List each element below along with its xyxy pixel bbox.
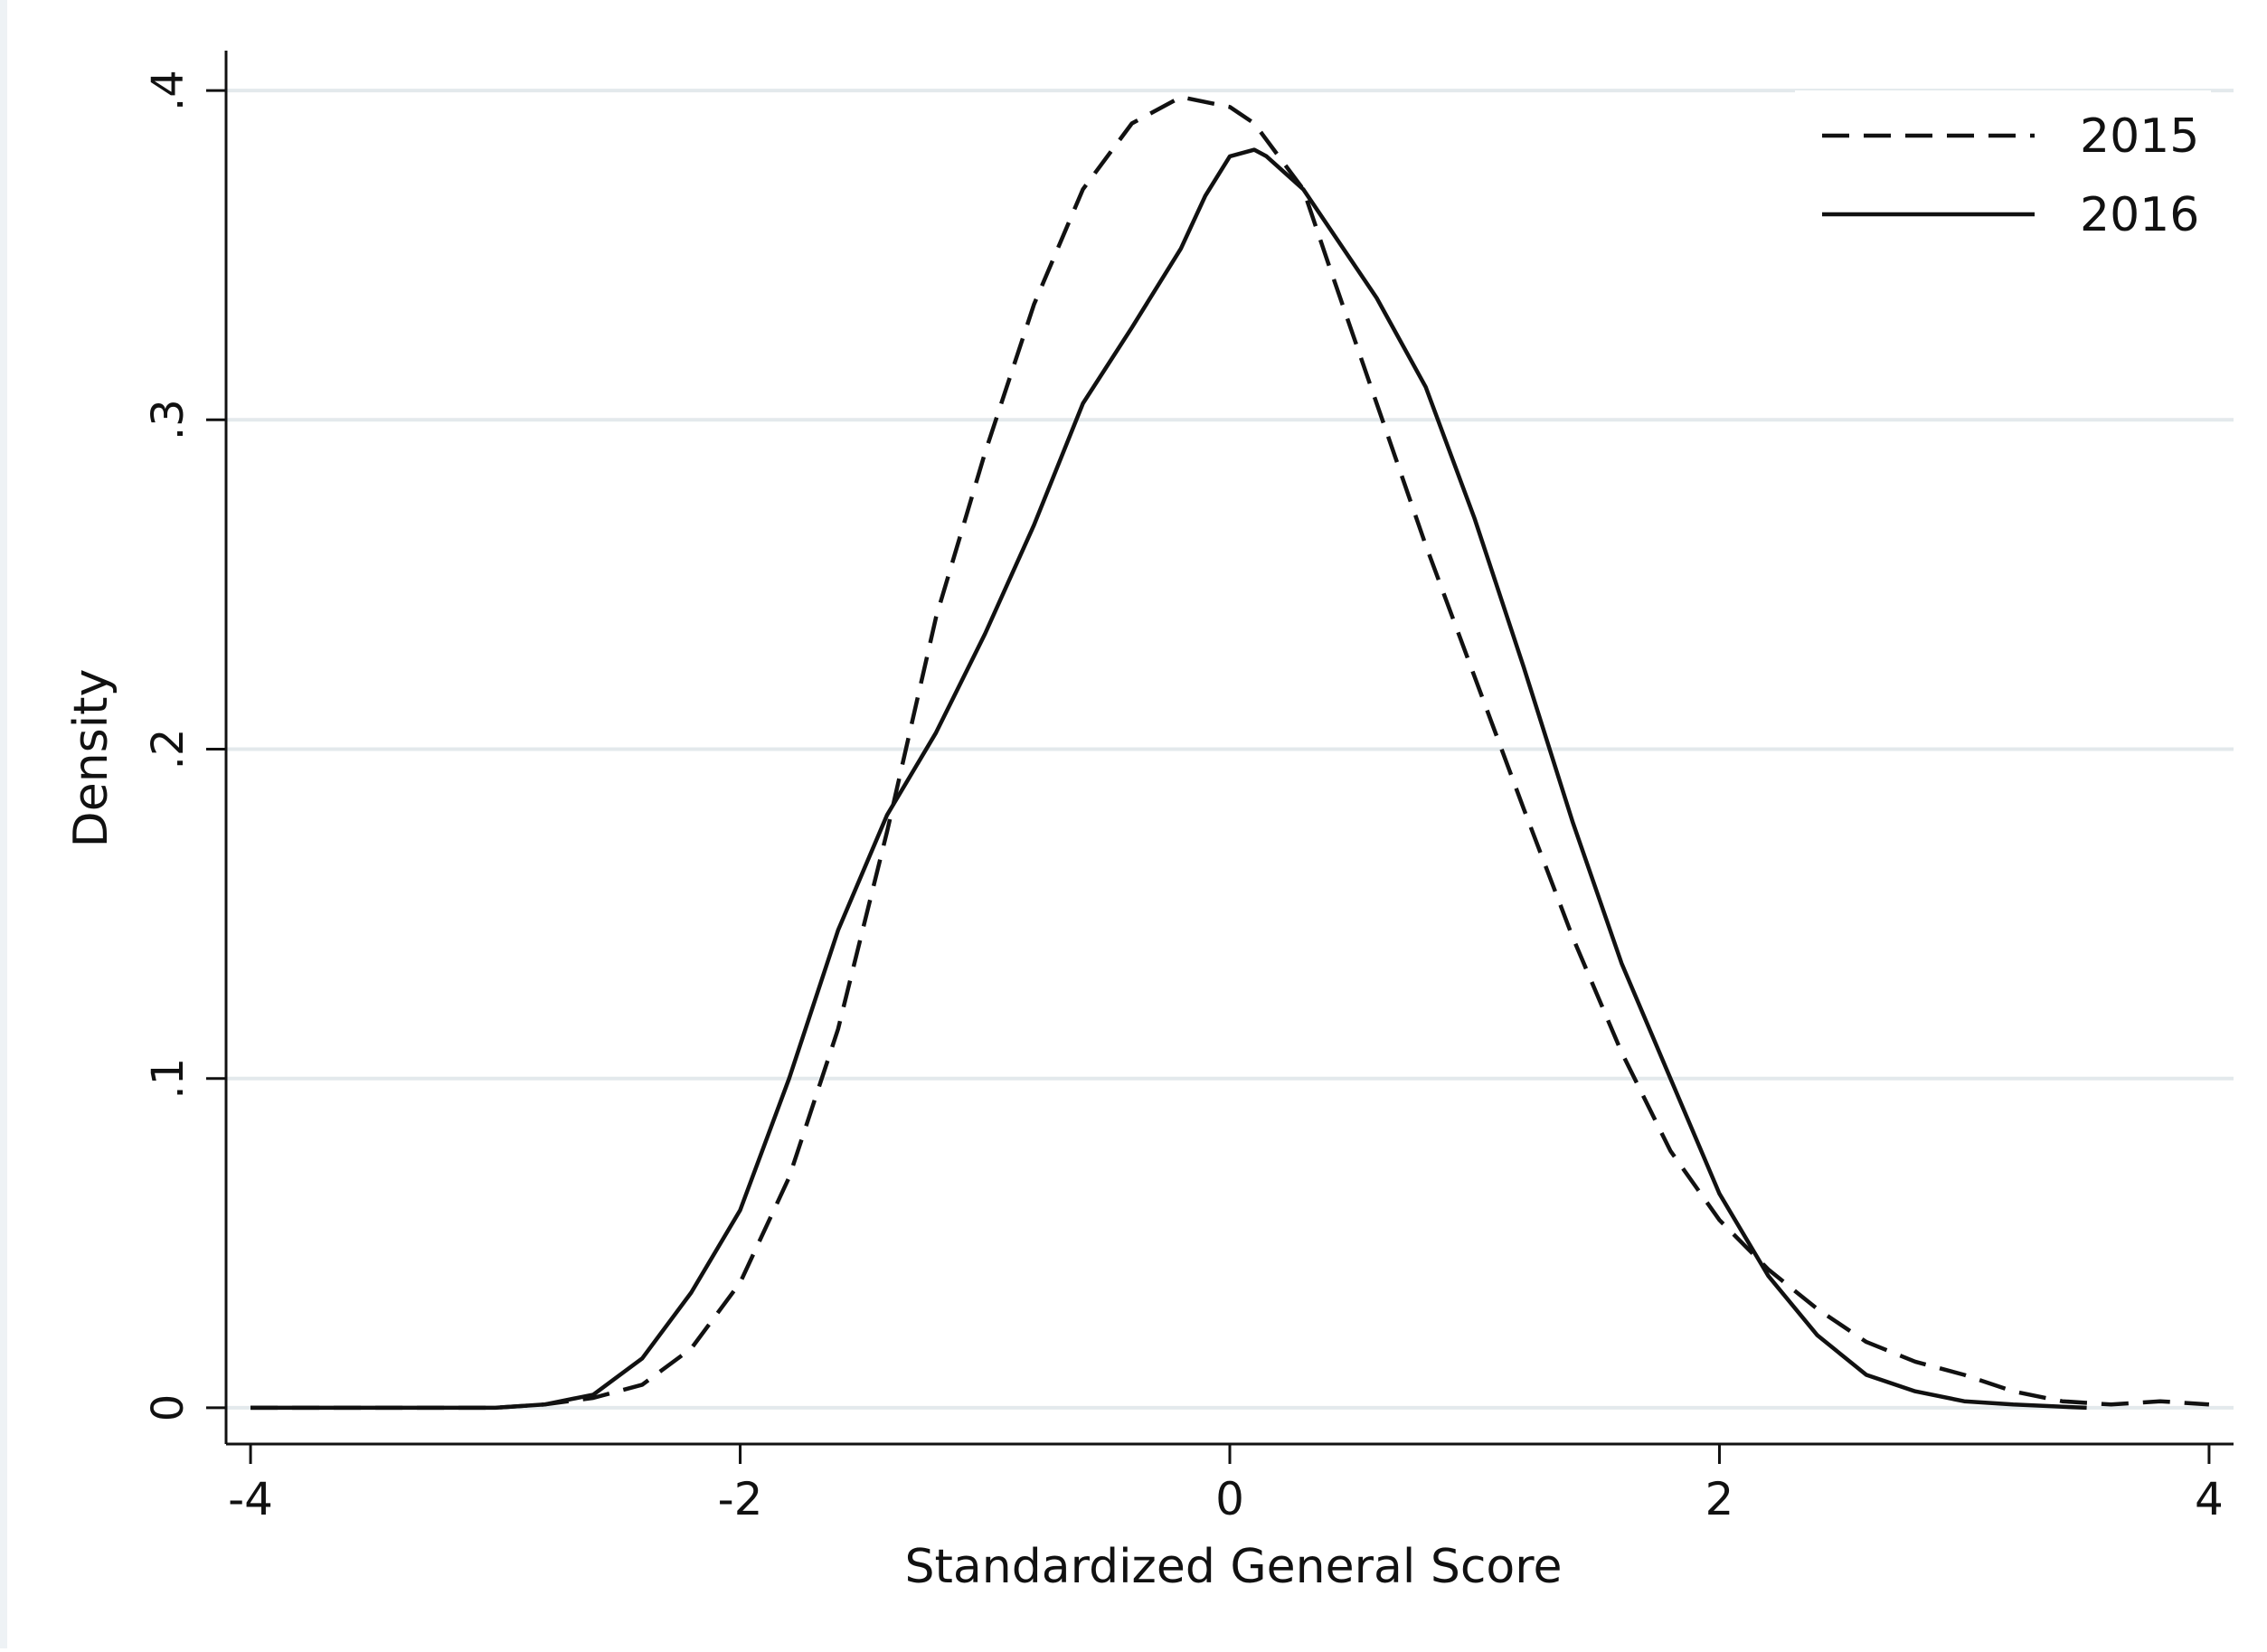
legend-label-2016: 2016	[2080, 188, 2199, 242]
series-lines	[250, 95, 2210, 1411]
y-ticks: 0 .1 .2 .3 .4	[143, 70, 226, 1421]
y-tick-label: .4	[143, 70, 194, 111]
gridlines	[226, 89, 2234, 1410]
y-tick-label: .3	[143, 399, 194, 440]
x-tick-label: 2	[1705, 1473, 1734, 1525]
y-tick-label: 0	[143, 1394, 194, 1422]
y-tick-label: .1	[143, 1058, 194, 1100]
y-axis-label: Density	[64, 669, 118, 848]
y-tick-label: .2	[143, 729, 194, 770]
series-line-2015	[250, 95, 2210, 1411]
left-border-strip	[0, 0, 7, 1648]
x-ticks: -4 -2 0 2 4	[228, 1444, 2224, 1525]
x-tick-label: 0	[1215, 1473, 1244, 1525]
legend-label-2015: 2015	[2080, 109, 2199, 164]
x-tick-label: -2	[718, 1473, 763, 1525]
legend: 2015 2016	[1795, 90, 2211, 253]
x-tick-label: -4	[228, 1473, 273, 1525]
series-line-2016	[250, 147, 2087, 1411]
legend-background	[1795, 90, 2211, 253]
x-tick-label: 4	[2195, 1473, 2224, 1525]
x-axis-label: Standardized General Score	[905, 1540, 1563, 1594]
